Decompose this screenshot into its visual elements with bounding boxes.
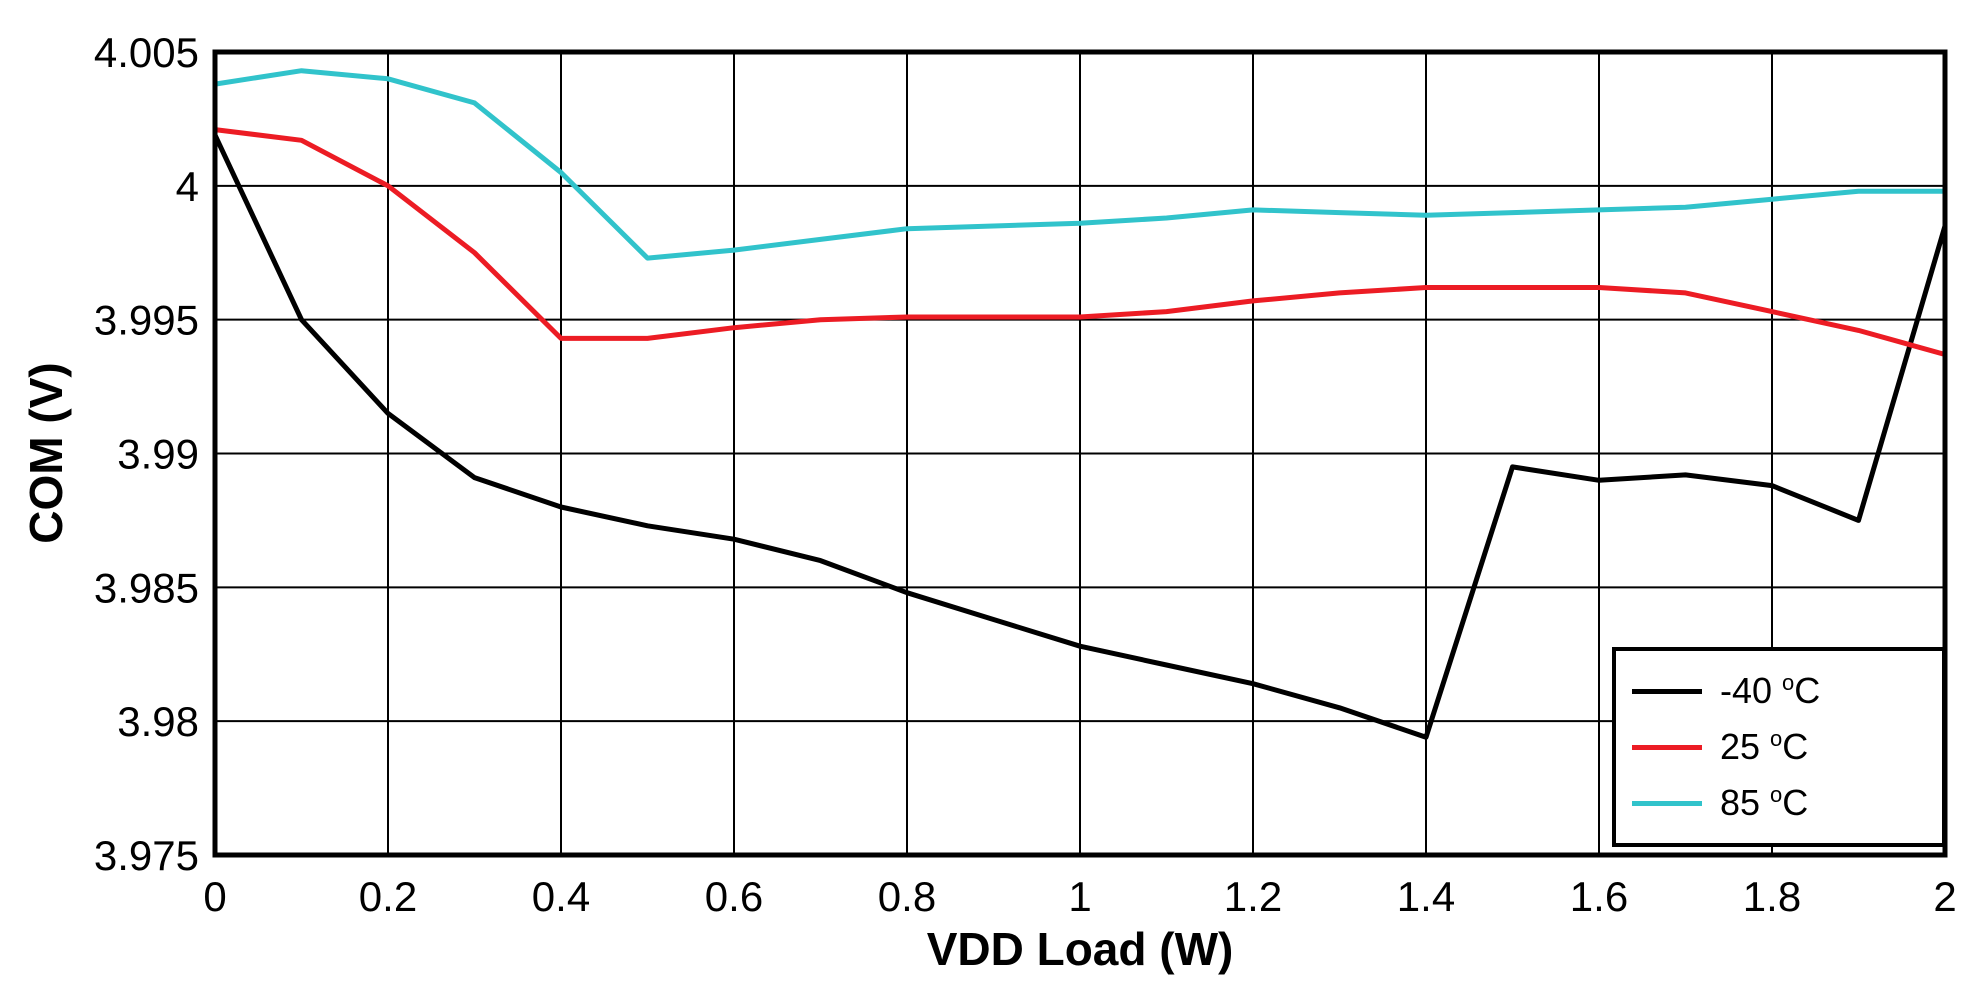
x-axis-label: VDD Load (W) [926, 923, 1234, 975]
y-tick-label: 3.975 [94, 832, 199, 879]
x-tick-label: 0.2 [359, 873, 417, 920]
legend-swatch [1632, 688, 1702, 694]
series-line-0 [212, 132, 1948, 740]
legend-label: 85 oC [1720, 782, 1809, 823]
legend-label: 25 oC [1720, 726, 1809, 767]
y-tick-label: 3.98 [117, 698, 199, 745]
x-tick-label: 1 [1068, 873, 1091, 920]
series-line-2 [212, 68, 1948, 261]
legend-item: -40 oC [1616, 663, 1942, 719]
y-tick-label: 3.99 [117, 431, 199, 478]
x-tick-label: 0.8 [878, 873, 936, 920]
x-tick-label: 1.2 [1224, 873, 1282, 920]
y-tick-label: 4 [176, 163, 199, 210]
y-tick-label: 4.005 [94, 29, 199, 76]
y-tick-label: 3.985 [94, 564, 199, 611]
legend: -40 oC 25 oC 85 oC [1612, 647, 1946, 847]
plot-border [212, 49, 1948, 858]
y-axis-label: COM (V) [20, 362, 72, 544]
legend-item: 25 oC [1616, 719, 1942, 775]
series-line-1 [212, 127, 1948, 357]
x-tick-label: 1.4 [1397, 873, 1455, 920]
degree-superscript: o [1770, 782, 1783, 807]
degree-superscript: o [1770, 726, 1783, 751]
x-tick-label: 0.4 [532, 873, 590, 920]
legend-swatch [1632, 800, 1702, 806]
y-tick-label: 3.995 [94, 297, 199, 344]
x-tick-label: 0.6 [705, 873, 763, 920]
legend-swatch [1632, 744, 1702, 750]
x-tick-label: 0 [203, 873, 226, 920]
degree-superscript: o [1782, 670, 1795, 695]
x-tick-label: 1.6 [1570, 873, 1628, 920]
legend-label: -40 oC [1720, 670, 1821, 711]
x-tick-label: 1.8 [1743, 873, 1801, 920]
legend-item: 85 oC [1616, 775, 1942, 831]
x-tick-label: 2 [1933, 873, 1956, 920]
